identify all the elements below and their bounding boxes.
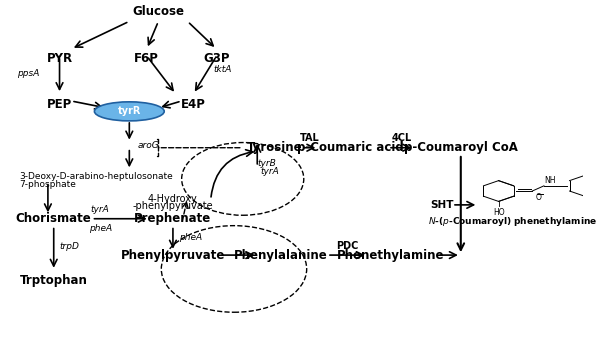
Text: Chorismate: Chorismate [16, 212, 92, 225]
Text: Tyrosine: Tyrosine [247, 141, 302, 154]
Text: aroG: aroG [138, 141, 160, 150]
Text: O: O [535, 193, 541, 202]
Text: $N$-($p$-Coumaroyl) phenethylamine: $N$-($p$-Coumaroyl) phenethylamine [428, 215, 598, 228]
Text: E4P: E4P [181, 98, 206, 111]
Text: TAL: TAL [300, 133, 319, 143]
Ellipse shape [94, 102, 164, 121]
Text: PDC: PDC [336, 241, 359, 251]
Text: 4CL: 4CL [391, 133, 412, 143]
Text: p-Coumaroyl CoA: p-Coumaroyl CoA [404, 141, 518, 154]
Text: tktA: tktA [214, 65, 232, 74]
Text: Phenethylamine: Phenethylamine [337, 248, 445, 261]
Text: PYR: PYR [47, 52, 73, 65]
Text: Trptophan: Trptophan [20, 274, 88, 287]
Text: tyrR: tyrR [118, 106, 141, 116]
Text: SHT: SHT [430, 200, 454, 210]
Text: tyrA: tyrA [260, 167, 279, 176]
Text: ppsA: ppsA [17, 69, 39, 78]
Text: p-Coumaric acid: p-Coumaric acid [297, 141, 404, 154]
Text: tyrB: tyrB [257, 159, 276, 168]
Text: Glucose: Glucose [132, 5, 184, 18]
Text: pheA: pheA [179, 233, 202, 242]
Text: HO: HO [493, 208, 504, 217]
Text: NH: NH [544, 176, 556, 185]
Text: 4-Hydroxy: 4-Hydroxy [148, 195, 198, 204]
Text: Prephenate: Prephenate [134, 212, 212, 225]
Text: Phenylpyruvate: Phenylpyruvate [121, 248, 225, 261]
Text: F6P: F6P [134, 52, 159, 65]
Text: pheA: pheA [89, 224, 112, 233]
Text: PEP: PEP [47, 98, 72, 111]
Text: G3P: G3P [203, 52, 230, 65]
Text: 3-Deoxy-D-arabino-heptulosonate: 3-Deoxy-D-arabino-heptulosonate [19, 172, 173, 181]
Text: trpD: trpD [59, 242, 80, 251]
Text: -phenylpyruvate: -phenylpyruvate [133, 201, 213, 211]
Text: 7-phosphate: 7-phosphate [19, 180, 76, 189]
Text: Phenylalanine: Phenylalanine [234, 248, 327, 261]
Text: tyrA: tyrA [91, 204, 110, 214]
